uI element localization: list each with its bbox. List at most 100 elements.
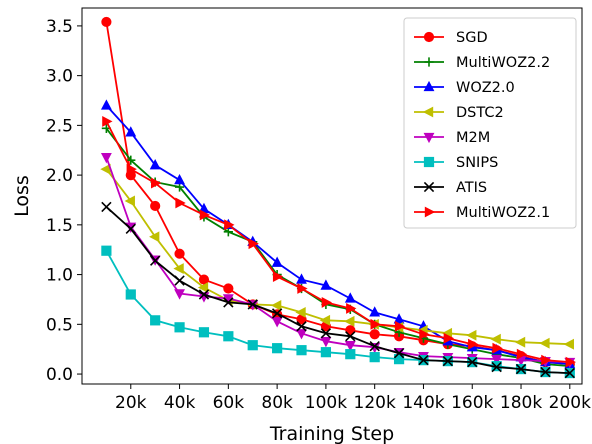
data-point-m2m bbox=[296, 329, 307, 340]
data-point-dstc2 bbox=[149, 231, 160, 243]
data-point-woz2-0 bbox=[320, 279, 332, 290]
series-atis bbox=[101, 201, 575, 379]
data-point-dstc2 bbox=[466, 329, 477, 341]
data-point-multiwoz2-1 bbox=[346, 302, 357, 314]
legend-item-woz2-0: WOZ2.0 bbox=[414, 80, 515, 96]
y-tick-label: 3.0 bbox=[46, 67, 73, 87]
data-point-sgd bbox=[198, 274, 210, 285]
legend-marker bbox=[423, 132, 435, 144]
data-point-snips bbox=[393, 354, 405, 365]
data-point-m2m bbox=[271, 317, 283, 328]
legend: SGD MultiWOZ2.2 WOZ2.0 DSTC2 M2M SNIPS ATIS Mul… bbox=[403, 17, 577, 229]
data-point-atis bbox=[393, 347, 405, 359]
data-point-woz2-0 bbox=[393, 313, 405, 324]
y-tick-label: 1.0 bbox=[46, 266, 73, 286]
data-point-multiwoz2-1 bbox=[175, 197, 186, 209]
data-point-snips bbox=[150, 315, 161, 326]
data-point-multiwoz2-1 bbox=[541, 354, 552, 366]
data-point-sgd bbox=[369, 329, 380, 340]
series-layer bbox=[100, 16, 576, 379]
data-point-atis bbox=[369, 341, 380, 352]
data-point-sgd bbox=[223, 283, 234, 294]
legend-item-multiwoz2-2: MultiWOZ2.2 bbox=[414, 55, 550, 71]
x-tick-label: 40k bbox=[164, 393, 196, 413]
data-point-snips bbox=[223, 331, 234, 342]
legend-item-atis: ATIS bbox=[414, 180, 487, 196]
data-point-dstc2 bbox=[344, 315, 355, 327]
x-tick-label: 80k bbox=[261, 393, 293, 413]
plot-frame bbox=[81, 7, 583, 385]
legend-marker bbox=[423, 31, 435, 43]
legend-label: DSTC2 bbox=[456, 105, 504, 121]
data-point-multiwoz2-1 bbox=[199, 209, 211, 221]
legend-item-sgd: SGD bbox=[414, 30, 488, 46]
data-point-sgd bbox=[150, 200, 161, 212]
data-point-m2m bbox=[100, 153, 112, 164]
legend-marker bbox=[424, 206, 436, 218]
data-point-multiwoz2-1 bbox=[297, 283, 308, 294]
data-point-multiwoz2-1 bbox=[126, 163, 137, 175]
y-tick-label: 0.5 bbox=[46, 315, 73, 335]
data-point-atis bbox=[564, 367, 575, 379]
data-point-woz2-0 bbox=[271, 256, 283, 267]
x-tick-label: 180k bbox=[500, 393, 542, 413]
data-point-multiwoz2-1 bbox=[102, 115, 113, 127]
legend-item-snips: SNIPS bbox=[414, 155, 498, 171]
data-point-atis bbox=[418, 354, 429, 366]
data-point-m2m bbox=[174, 289, 185, 300]
data-point-dstc2 bbox=[124, 195, 135, 207]
data-point-woz2-0 bbox=[344, 292, 356, 303]
data-point-multiwoz2-1 bbox=[248, 238, 259, 250]
data-point-dstc2 bbox=[563, 338, 574, 350]
data-point-multiwoz2-1 bbox=[468, 338, 479, 350]
data-point-snips bbox=[174, 322, 185, 333]
data-point-dstc2 bbox=[514, 336, 526, 348]
data-point-dstc2 bbox=[270, 299, 282, 311]
data-point-snips bbox=[125, 289, 136, 300]
y-tick-label: 3.5 bbox=[46, 17, 73, 37]
data-point-atis bbox=[101, 201, 112, 213]
legend-label: MultiWOZ2.1 bbox=[456, 205, 550, 221]
x-tick-label: 100k bbox=[305, 393, 347, 413]
x-tick-label: 160k bbox=[451, 393, 493, 413]
data-point-m2m bbox=[320, 337, 332, 348]
series-multiwoz2-1 bbox=[102, 115, 576, 368]
data-point-multiwoz2-1 bbox=[565, 356, 576, 368]
data-point-multiwoz2-1 bbox=[492, 342, 503, 354]
data-point-atis bbox=[271, 308, 283, 319]
legend-label: ATIS bbox=[456, 180, 487, 196]
data-point-woz2-0 bbox=[174, 173, 185, 185]
x-tick-label: 20k bbox=[115, 393, 147, 413]
data-point-atis bbox=[150, 255, 161, 266]
data-point-multiwoz2-1 bbox=[443, 332, 454, 344]
legend-item-m2m: M2M bbox=[414, 130, 490, 146]
data-point-snips bbox=[369, 352, 380, 363]
data-point-atis bbox=[296, 321, 307, 332]
legend-item-dstc2: DSTC2 bbox=[414, 105, 504, 121]
data-point-multiwoz2-1 bbox=[516, 348, 528, 360]
data-point-woz2-0 bbox=[296, 273, 307, 284]
data-point-sgd bbox=[174, 248, 185, 259]
legend-marker bbox=[423, 80, 435, 92]
data-point-dstc2 bbox=[173, 263, 184, 275]
data-point-dstc2 bbox=[197, 282, 209, 293]
data-point-woz2-0 bbox=[149, 159, 161, 170]
data-point-sgd bbox=[345, 325, 356, 336]
data-point-snips bbox=[296, 345, 307, 356]
data-point-multiwoz2-1 bbox=[321, 297, 333, 308]
y-tick-label: 2.0 bbox=[46, 166, 73, 186]
data-point-multiwoz2-1 bbox=[370, 318, 381, 330]
data-point-dstc2 bbox=[490, 333, 501, 345]
data-point-atis bbox=[198, 289, 210, 300]
data-point-sgd bbox=[101, 16, 112, 28]
data-point-snips bbox=[320, 347, 332, 358]
axis-ticks: 20k 40k 60k 80k 100k 120k 140k 160k 180k 200k 0.0 0… bbox=[46, 17, 591, 413]
data-point-atis bbox=[174, 275, 185, 286]
y-axis-label: Loss bbox=[11, 175, 33, 217]
series-line-m2m bbox=[105, 156, 570, 363]
legend-marker bbox=[424, 57, 434, 67]
x-tick-label: 200k bbox=[549, 393, 591, 413]
data-point-snips bbox=[345, 349, 356, 360]
data-point-multiwoz2-1 bbox=[224, 219, 235, 231]
data-point-dstc2 bbox=[295, 306, 306, 318]
